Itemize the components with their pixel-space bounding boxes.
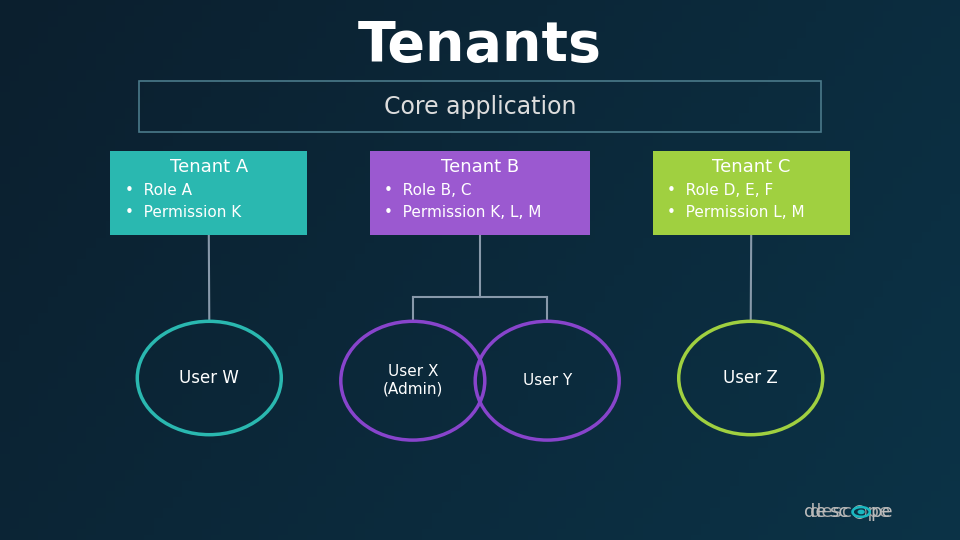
Text: •  Role B, C: • Role B, C xyxy=(384,183,471,198)
Text: Tenant C: Tenant C xyxy=(712,158,790,177)
Text: pe: pe xyxy=(871,503,894,521)
Text: desc○pe: desc○pe xyxy=(809,503,890,521)
Circle shape xyxy=(858,510,864,514)
Text: de: de xyxy=(804,503,826,521)
Text: sc: sc xyxy=(829,503,849,521)
Text: Tenants: Tenants xyxy=(358,19,602,73)
Text: Core application: Core application xyxy=(384,94,576,119)
FancyBboxPatch shape xyxy=(653,151,850,235)
Text: Tenant B: Tenant B xyxy=(441,158,519,177)
Text: •  Permission K, L, M: • Permission K, L, M xyxy=(384,205,541,220)
Text: User X
(Admin): User X (Admin) xyxy=(383,364,443,397)
FancyBboxPatch shape xyxy=(110,151,307,235)
Text: User W: User W xyxy=(180,369,239,387)
Text: •  Role A: • Role A xyxy=(125,183,192,198)
Text: User Z: User Z xyxy=(723,369,779,387)
Text: User Y: User Y xyxy=(522,373,572,388)
Text: •  Permission L, M: • Permission L, M xyxy=(667,205,804,220)
Text: •  Permission K: • Permission K xyxy=(125,205,241,220)
Text: •  Role D, E, F: • Role D, E, F xyxy=(667,183,774,198)
FancyBboxPatch shape xyxy=(370,151,590,235)
Text: Tenant A: Tenant A xyxy=(170,158,248,177)
